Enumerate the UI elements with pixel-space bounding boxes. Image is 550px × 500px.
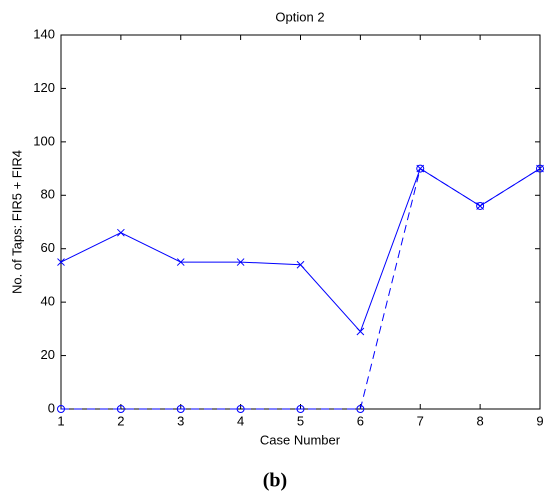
y-tick-label: 120 [33,80,55,95]
marker [536,164,544,173]
x-tick-label: 3 [177,413,184,428]
x-tick-label: 1 [57,413,64,428]
x-tick-label: 8 [477,413,484,428]
y-tick-label: 80 [41,187,55,202]
marker [57,405,65,413]
chart-title: Option 2 [275,9,324,24]
marker [356,327,365,336]
plot-frame [60,34,541,410]
x-tick-label: 6 [357,413,364,428]
y-tick-label: 40 [41,294,55,309]
marker [176,405,185,413]
caption: (b) [263,470,287,492]
x-tick-label: 4 [237,413,244,428]
marker [476,201,485,210]
y-tick-label: 140 [33,26,55,41]
x-tick-label: 7 [417,413,424,428]
series-line [60,167,541,333]
marker [117,228,125,237]
marker [236,405,245,413]
y-tick-label: 0 [48,400,55,415]
x-axis-label: Case Number [260,432,341,447]
y-tick-label: 100 [33,133,55,148]
marker [416,164,425,173]
y-tick-label: 60 [41,240,55,255]
marker [176,258,185,266]
marker [356,405,365,413]
y-axis-label: No. of Taps: FIR5 + FIR4 [9,150,24,294]
marker [296,405,305,413]
y-tick-label: 20 [41,347,55,362]
marker [116,405,125,413]
series-line [61,167,541,410]
x-tick-label: 5 [297,413,304,428]
marker [296,260,305,269]
x-tick-label: 9 [536,413,543,428]
x-tick-label: 2 [117,413,124,428]
marker [57,258,65,266]
marker [236,258,245,266]
